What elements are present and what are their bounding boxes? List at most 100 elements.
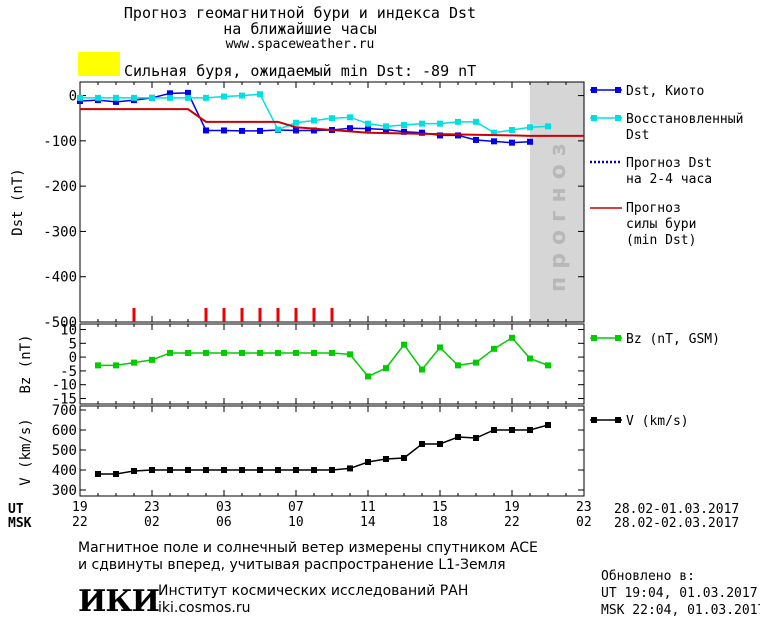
y-tick-label: -15 xyxy=(52,391,77,407)
legend-swatch-marker xyxy=(615,87,621,93)
data-point xyxy=(473,136,479,143)
data-point xyxy=(203,127,209,134)
y-tick-label: 0 xyxy=(69,350,77,366)
data-point xyxy=(329,467,335,473)
data-point xyxy=(131,468,137,474)
data-point xyxy=(437,344,443,351)
data-point xyxy=(527,427,533,433)
data-point xyxy=(131,359,137,366)
data-point xyxy=(455,132,461,139)
data-point xyxy=(455,118,461,125)
data-point xyxy=(401,122,407,129)
data-point xyxy=(113,471,119,477)
data-point xyxy=(293,467,299,473)
y-tick-label: 5 xyxy=(69,336,77,352)
series-0-2 xyxy=(80,108,584,137)
y-tick-label: 0 xyxy=(69,89,77,105)
data-point xyxy=(149,467,155,473)
data-point xyxy=(77,94,83,101)
msk-tick-label: 02 xyxy=(144,515,160,530)
storm-level-indicator xyxy=(78,52,120,76)
footer-note-1: Магнитное поле и солнечный ветер измерен… xyxy=(78,540,538,556)
data-point xyxy=(149,356,155,363)
legend-swatch-marker xyxy=(615,335,621,341)
series-1-0 xyxy=(95,334,551,380)
data-point xyxy=(455,362,461,369)
ut-tick-label: 15 xyxy=(432,500,448,515)
data-point xyxy=(401,341,407,348)
data-point xyxy=(311,467,317,473)
ut-axis-label: UT xyxy=(8,502,24,517)
data-point xyxy=(131,94,137,101)
data-point xyxy=(491,129,497,136)
series-0-1 xyxy=(77,91,551,136)
data-point xyxy=(347,125,353,132)
data-point xyxy=(383,456,389,462)
ut-tick-label: 19 xyxy=(504,500,520,515)
panel-frame xyxy=(79,405,585,497)
data-point xyxy=(311,117,317,124)
ut-tick-label: 07 xyxy=(288,500,304,515)
data-point xyxy=(401,455,407,461)
y-tick-label: 500 xyxy=(52,443,77,459)
updated-ut: UT 19:04, 01.03.2017 xyxy=(601,586,758,601)
legend-forecast-2: на 2-4 часа xyxy=(626,172,713,187)
data-point xyxy=(383,123,389,130)
data-point xyxy=(221,467,227,473)
data-point xyxy=(473,118,479,125)
data-point xyxy=(185,467,191,473)
msk-date-range: 28.02-02.03.2017 xyxy=(614,516,740,531)
legend-swatch-marker xyxy=(591,335,597,341)
legend-swatch-marker xyxy=(591,417,597,423)
data-point xyxy=(167,349,173,356)
data-point xyxy=(509,334,515,341)
source-url[interactable]: www.spaceweather.ru xyxy=(225,37,375,52)
legend-storm-2: силы бури xyxy=(626,217,697,232)
legend-swatch-marker xyxy=(615,417,621,423)
data-point xyxy=(509,139,515,146)
y-tick-label: 700 xyxy=(52,403,77,419)
legend-dst-kyoto: Dst, Киото xyxy=(626,84,705,99)
legend-swatch-marker xyxy=(615,115,621,121)
y-tick-label: -5 xyxy=(60,364,77,380)
data-point xyxy=(185,94,191,101)
forecast-zone xyxy=(530,82,584,322)
institute-site[interactable]: iki.cosmos.ru xyxy=(158,600,251,616)
data-point xyxy=(365,373,371,380)
footer-note-2: и сдвинуты вперед, учитывая распростране… xyxy=(78,557,506,573)
updated-msk: MSK 22:04, 01.03.2017 xyxy=(601,603,760,618)
data-point xyxy=(491,427,497,433)
data-point xyxy=(455,434,461,440)
data-point xyxy=(203,349,209,356)
data-point xyxy=(257,127,263,134)
data-point xyxy=(491,138,497,145)
data-point xyxy=(383,126,389,133)
data-point xyxy=(419,129,425,136)
data-point xyxy=(509,427,515,433)
legend-swatch-marker xyxy=(591,87,597,93)
legend-swatch-marker xyxy=(591,115,597,121)
storm-label: Сильная буря, ожидаемый min Dst: -89 nT xyxy=(124,62,477,80)
msk-tick-label: 22 xyxy=(72,515,88,530)
institute-name: Институт космических исследований РАН xyxy=(158,583,469,599)
data-point xyxy=(275,349,281,356)
ut-tick-label: 03 xyxy=(216,500,232,515)
y-tick-label: -100 xyxy=(43,134,77,150)
y-tick-label: -200 xyxy=(43,179,77,195)
data-point xyxy=(545,362,551,369)
y-tick-label: 600 xyxy=(52,423,77,439)
data-point xyxy=(491,345,497,352)
ut-tick-label: 23 xyxy=(144,500,160,515)
data-point xyxy=(95,362,101,369)
y-axis-label: Dst (nT) xyxy=(10,168,26,235)
ut-tick-label: 11 xyxy=(360,500,376,515)
data-point xyxy=(311,349,317,356)
y-tick-label: 300 xyxy=(52,483,77,499)
data-point xyxy=(329,115,335,122)
msk-tick-label: 22 xyxy=(504,515,520,530)
data-point xyxy=(113,94,119,101)
legend-v: V (km/s) xyxy=(626,414,689,429)
data-point xyxy=(167,94,173,101)
ut-tick-label: 19 xyxy=(72,500,88,515)
data-point xyxy=(95,94,101,101)
